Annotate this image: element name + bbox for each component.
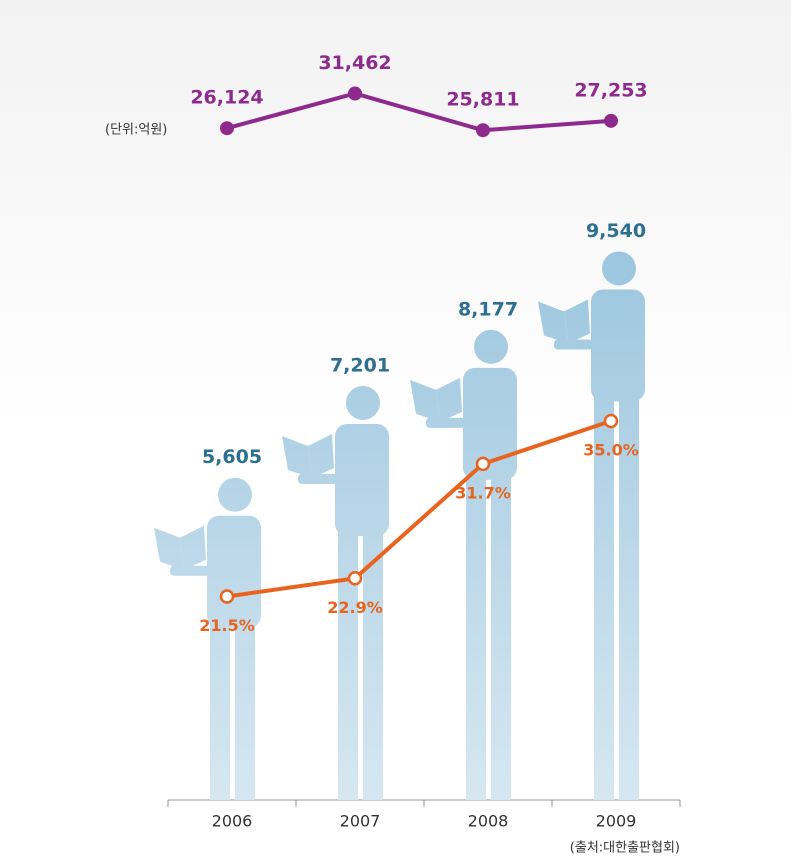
value-label: 31,462 [318, 52, 391, 74]
point [220, 121, 234, 136]
leg [338, 525, 358, 800]
value-label: 31.7% [455, 483, 511, 502]
person-figure [410, 329, 517, 800]
book [180, 525, 206, 570]
value-label: 5,605 [202, 446, 262, 468]
book [436, 377, 462, 422]
value-label: 25,811 [446, 89, 519, 111]
head [218, 477, 252, 512]
leg [594, 391, 614, 800]
leg [491, 469, 511, 800]
book [564, 299, 590, 344]
value-label: 9,540 [586, 220, 646, 242]
head [346, 385, 380, 420]
point [604, 113, 618, 128]
value-label: 22.9% [327, 598, 383, 617]
leg [210, 617, 230, 800]
value-label: 26,124 [190, 87, 263, 109]
person-figure [282, 385, 389, 800]
torso [463, 367, 517, 480]
book [538, 301, 568, 344]
leg [235, 617, 255, 800]
leg [619, 391, 639, 800]
book [308, 433, 334, 478]
book [154, 527, 184, 570]
torso [207, 515, 261, 628]
point [603, 413, 619, 429]
book [282, 435, 312, 478]
unit-label: (단위:억원) [105, 123, 167, 138]
source-note: (출처:대한출판협회) [570, 841, 680, 856]
value-label: 27,253 [574, 79, 647, 101]
point [347, 571, 363, 586]
value-label: 8,177 [458, 298, 518, 320]
point [475, 456, 491, 472]
x-tick-label: 2007 [340, 812, 381, 831]
point [476, 123, 490, 138]
torso [335, 423, 389, 536]
head [602, 251, 636, 286]
leg [466, 469, 486, 800]
value-label: 21.5% [199, 616, 255, 635]
x-tick-label: 2008 [468, 812, 509, 831]
line [226, 419, 612, 599]
arm [426, 417, 466, 428]
value-label: 35.0% [583, 441, 639, 460]
torso [591, 289, 645, 402]
point [348, 86, 362, 101]
arm [170, 565, 210, 576]
x-tick-label: 2009 [596, 812, 637, 831]
x-tick-label: 2006 [212, 812, 253, 831]
head [474, 329, 508, 364]
leg [363, 525, 383, 800]
book [410, 379, 440, 422]
line [226, 91, 612, 133]
value-label: 7,201 [330, 354, 390, 376]
point [219, 589, 235, 604]
arm [554, 339, 594, 350]
person-figure [154, 477, 261, 800]
person-figure [538, 251, 645, 800]
arm [298, 473, 338, 484]
